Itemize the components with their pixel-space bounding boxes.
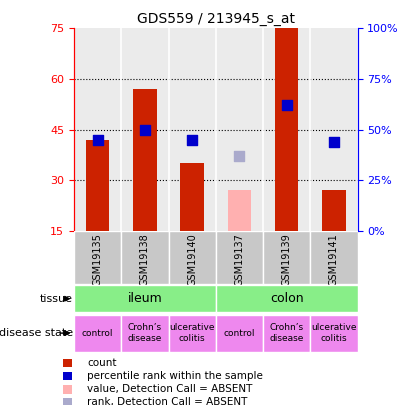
Bar bbox=[263, 231, 310, 284]
Text: count: count bbox=[87, 358, 116, 368]
Bar bbox=[62, 398, 72, 405]
Title: GDS559 / 213945_s_at: GDS559 / 213945_s_at bbox=[137, 12, 295, 26]
Point bbox=[141, 126, 148, 133]
Bar bbox=[74, 231, 121, 284]
Point bbox=[236, 153, 242, 159]
Text: GSM19140: GSM19140 bbox=[187, 233, 197, 286]
Bar bbox=[216, 315, 263, 352]
Bar bbox=[62, 359, 72, 367]
Text: ulcerative
colitis: ulcerative colitis bbox=[311, 324, 357, 343]
Bar bbox=[169, 315, 216, 352]
Bar bbox=[216, 28, 263, 231]
Text: percentile rank within the sample: percentile rank within the sample bbox=[87, 371, 263, 381]
Point bbox=[94, 136, 101, 143]
Text: GSM19139: GSM19139 bbox=[282, 233, 292, 286]
Bar bbox=[121, 231, 169, 284]
Point bbox=[330, 139, 337, 145]
Bar bbox=[310, 28, 358, 231]
Bar bbox=[62, 385, 72, 394]
Text: ulcerative
colitis: ulcerative colitis bbox=[169, 324, 215, 343]
Bar bbox=[74, 315, 121, 352]
Bar bbox=[133, 89, 157, 231]
Text: control: control bbox=[224, 328, 255, 338]
Text: GSM19137: GSM19137 bbox=[234, 233, 245, 286]
Bar bbox=[121, 315, 169, 352]
Text: Crohn’s
disease: Crohn’s disease bbox=[128, 324, 162, 343]
Text: colon: colon bbox=[270, 292, 303, 305]
Bar bbox=[74, 285, 216, 312]
Text: GSM19135: GSM19135 bbox=[92, 233, 103, 286]
Bar bbox=[263, 28, 310, 231]
Point bbox=[189, 136, 195, 143]
Bar bbox=[263, 315, 310, 352]
Bar bbox=[310, 315, 358, 352]
Bar bbox=[216, 231, 263, 284]
Text: value, Detection Call = ABSENT: value, Detection Call = ABSENT bbox=[87, 384, 252, 394]
Bar bbox=[228, 190, 251, 231]
Text: GSM19141: GSM19141 bbox=[329, 233, 339, 286]
Text: control: control bbox=[82, 328, 113, 338]
Bar bbox=[322, 190, 346, 231]
Bar bbox=[275, 28, 298, 231]
Bar bbox=[62, 372, 72, 380]
Bar bbox=[169, 231, 216, 284]
Bar bbox=[121, 28, 169, 231]
Text: rank, Detection Call = ABSENT: rank, Detection Call = ABSENT bbox=[87, 397, 247, 405]
Bar bbox=[310, 231, 358, 284]
Text: Crohn’s
disease: Crohn’s disease bbox=[270, 324, 304, 343]
Text: disease state: disease state bbox=[0, 328, 73, 338]
Text: ileum: ileum bbox=[127, 292, 162, 305]
Bar bbox=[180, 163, 204, 231]
Bar bbox=[216, 285, 358, 312]
Bar bbox=[169, 28, 216, 231]
Text: tissue: tissue bbox=[40, 294, 73, 304]
Text: GSM19138: GSM19138 bbox=[140, 233, 150, 286]
Bar bbox=[74, 28, 121, 231]
Bar bbox=[86, 140, 109, 231]
Point bbox=[283, 102, 290, 109]
